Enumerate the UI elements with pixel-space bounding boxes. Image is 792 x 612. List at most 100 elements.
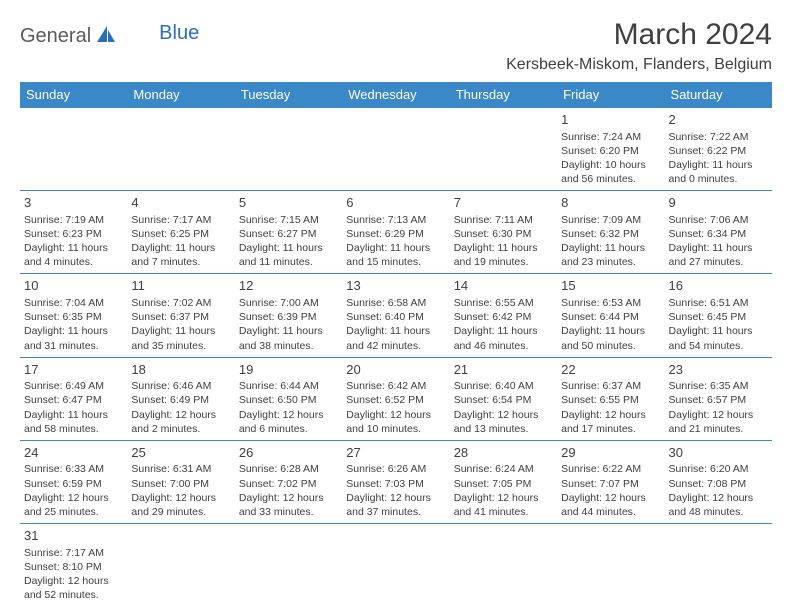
calendar-day-cell: 23Sunrise: 6:35 AMSunset: 6:57 PMDayligh… (665, 357, 772, 440)
sunrise-text: Sunrise: 6:35 AM (669, 379, 768, 393)
daylight-text: Daylight: 11 hours and 50 minutes. (561, 324, 660, 352)
daylight-text: Daylight: 11 hours and 27 minutes. (669, 241, 768, 269)
daylight-text: Daylight: 11 hours and 58 minutes. (24, 408, 123, 436)
sunrise-text: Sunrise: 7:04 AM (24, 296, 123, 310)
day-number: 25 (131, 444, 230, 462)
calendar-week-row: 31Sunrise: 7:17 AMSunset: 8:10 PMDayligh… (20, 524, 772, 607)
calendar-body: 1Sunrise: 7:24 AMSunset: 6:20 PMDaylight… (20, 108, 772, 607)
sunrise-text: Sunrise: 7:19 AM (24, 213, 123, 227)
sunrise-text: Sunrise: 7:11 AM (454, 213, 553, 227)
day-number: 31 (24, 527, 123, 545)
calendar-day-cell: 12Sunrise: 7:00 AMSunset: 6:39 PMDayligh… (235, 274, 342, 357)
sunrise-text: Sunrise: 6:44 AM (239, 379, 338, 393)
daylight-text: Daylight: 11 hours and 35 minutes. (131, 324, 230, 352)
daylight-text: Daylight: 11 hours and 4 minutes. (24, 241, 123, 269)
sunset-text: Sunset: 6:22 PM (669, 144, 768, 158)
sunset-text: Sunset: 6:50 PM (239, 393, 338, 407)
daylight-text: Daylight: 11 hours and 7 minutes. (131, 241, 230, 269)
daylight-text: Daylight: 12 hours and 37 minutes. (346, 491, 445, 519)
day-number: 11 (131, 277, 230, 295)
daylight-text: Daylight: 11 hours and 11 minutes. (239, 241, 338, 269)
calendar-day-cell: 22Sunrise: 6:37 AMSunset: 6:55 PMDayligh… (557, 357, 664, 440)
day-number: 6 (346, 194, 445, 212)
sunset-text: Sunset: 6:40 PM (346, 310, 445, 324)
title-block: March 2024 Kersbeek-Miskom, Flanders, Be… (506, 18, 772, 74)
weekday-header: Wednesday (342, 82, 449, 108)
logo-text-general: General (20, 25, 91, 48)
calendar-day-cell (20, 108, 127, 191)
daylight-text: Daylight: 12 hours and 41 minutes. (454, 491, 553, 519)
sunrise-text: Sunrise: 6:53 AM (561, 296, 660, 310)
sunset-text: Sunset: 6:20 PM (561, 144, 660, 158)
sunrise-text: Sunrise: 7:02 AM (131, 296, 230, 310)
sunset-text: Sunset: 6:34 PM (669, 227, 768, 241)
day-number: 26 (239, 444, 338, 462)
calendar-day-cell (450, 108, 557, 191)
calendar-week-row: 17Sunrise: 6:49 AMSunset: 6:47 PMDayligh… (20, 357, 772, 440)
day-number: 27 (346, 444, 445, 462)
calendar-day-cell (342, 108, 449, 191)
calendar-week-row: 1Sunrise: 7:24 AMSunset: 6:20 PMDaylight… (20, 108, 772, 191)
day-number: 13 (346, 277, 445, 295)
day-number: 1 (561, 111, 660, 129)
calendar-day-cell: 29Sunrise: 6:22 AMSunset: 7:07 PMDayligh… (557, 440, 664, 523)
daylight-text: Daylight: 12 hours and 13 minutes. (454, 408, 553, 436)
sunrise-text: Sunrise: 6:49 AM (24, 379, 123, 393)
sunset-text: Sunset: 6:35 PM (24, 310, 123, 324)
sunrise-text: Sunrise: 6:20 AM (669, 462, 768, 476)
sunrise-text: Sunrise: 7:09 AM (561, 213, 660, 227)
calendar-day-cell: 20Sunrise: 6:42 AMSunset: 6:52 PMDayligh… (342, 357, 449, 440)
logo: General Blue (20, 18, 199, 49)
day-number: 23 (669, 361, 768, 379)
calendar-day-cell (557, 524, 664, 607)
daylight-text: Daylight: 12 hours and 44 minutes. (561, 491, 660, 519)
weekday-header: Tuesday (235, 82, 342, 108)
day-number: 7 (454, 194, 553, 212)
calendar-week-row: 10Sunrise: 7:04 AMSunset: 6:35 PM Dayligh… (20, 274, 772, 357)
day-number: 24 (24, 444, 123, 462)
weekday-header: Monday (127, 82, 234, 108)
sunset-text: Sunset: 7:03 PM (346, 477, 445, 491)
weekday-header: Thursday (450, 82, 557, 108)
calendar-day-cell (127, 524, 234, 607)
day-number: 30 (669, 444, 768, 462)
logo-text-blue: Blue (159, 22, 199, 45)
day-number: 5 (239, 194, 338, 212)
day-number: 12 (239, 277, 338, 295)
calendar-day-cell: 16Sunrise: 6:51 AMSunset: 6:45 PMDayligh… (665, 274, 772, 357)
calendar-day-cell (127, 108, 234, 191)
sunset-text: Sunset: 6:49 PM (131, 393, 230, 407)
daylight-text: Daylight: 11 hours and 23 minutes. (561, 241, 660, 269)
calendar-week-row: 3Sunrise: 7:19 AMSunset: 6:23 PMDaylight… (20, 191, 772, 274)
calendar-day-cell: 10Sunrise: 7:04 AMSunset: 6:35 PMDayligh… (20, 274, 127, 357)
daylight-text: Daylight: 11 hours and 38 minutes. (239, 324, 338, 352)
calendar-day-cell (235, 108, 342, 191)
daylight-text: Daylight: 11 hours and 54 minutes. (669, 324, 768, 352)
day-number: 17 (24, 361, 123, 379)
calendar-day-cell (450, 524, 557, 607)
daylight-text: Daylight: 10 hours and 56 minutes. (561, 158, 660, 186)
day-number: 8 (561, 194, 660, 212)
calendar-week-row: 24Sunrise: 6:33 AMSunset: 6:59 PMDayligh… (20, 440, 772, 523)
calendar-day-cell: 1Sunrise: 7:24 AMSunset: 6:20 PMDaylight… (557, 108, 664, 191)
daylight-text: Daylight: 11 hours and 15 minutes. (346, 241, 445, 269)
calendar-day-cell: 5Sunrise: 7:15 AMSunset: 6:27 PMDaylight… (235, 191, 342, 274)
sunset-text: Sunset: 6:42 PM (454, 310, 553, 324)
day-number: 16 (669, 277, 768, 295)
day-number: 28 (454, 444, 553, 462)
calendar-day-cell: 25Sunrise: 6:31 AMSunset: 7:00 PMDayligh… (127, 440, 234, 523)
daylight-text: Daylight: 12 hours and 33 minutes. (239, 491, 338, 519)
sunset-text: Sunset: 6:27 PM (239, 227, 338, 241)
sunrise-text: Sunrise: 7:17 AM (24, 546, 123, 560)
day-number: 10 (24, 277, 123, 295)
sunset-text: Sunset: 6:23 PM (24, 227, 123, 241)
location: Kersbeek-Miskom, Flanders, Belgium (506, 56, 772, 74)
month-title: March 2024 (506, 18, 772, 52)
sunset-text: Sunset: 7:00 PM (131, 477, 230, 491)
daylight-text: Daylight: 12 hours and 48 minutes. (669, 491, 768, 519)
sunrise-text: Sunrise: 7:22 AM (669, 130, 768, 144)
calendar-day-cell: 18Sunrise: 6:46 AMSunset: 6:49 PMDayligh… (127, 357, 234, 440)
sunset-text: Sunset: 7:05 PM (454, 477, 553, 491)
calendar-day-cell (342, 524, 449, 607)
calendar-day-cell: 28Sunrise: 6:24 AMSunset: 7:05 PMDayligh… (450, 440, 557, 523)
